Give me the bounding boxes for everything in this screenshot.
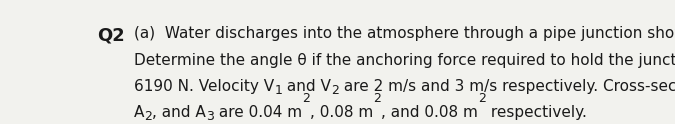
Text: , and A: , and A: [153, 105, 206, 120]
Text: are 2 m/s and 3 m/s respectively. Cross-sectional area A: are 2 m/s and 3 m/s respectively. Cross-…: [339, 79, 675, 94]
Text: 2: 2: [302, 92, 310, 105]
Text: 2: 2: [144, 110, 153, 123]
Text: and V: and V: [282, 79, 331, 94]
Text: (a)  Water discharges into the atmosphere through a pipe junction shown in: (a) Water discharges into the atmosphere…: [134, 26, 675, 41]
Text: Determine the angle θ if the anchoring force required to hold the junction in pl: Determine the angle θ if the anchoring f…: [134, 53, 675, 68]
Text: are 0.04 m: are 0.04 m: [214, 105, 302, 120]
Text: Q2: Q2: [97, 26, 125, 44]
Text: , and 0.08 m: , and 0.08 m: [381, 105, 478, 120]
Text: 1: 1: [274, 84, 282, 97]
Text: A: A: [134, 105, 144, 120]
Text: 3: 3: [206, 110, 214, 123]
Text: 2: 2: [373, 92, 381, 105]
Text: 6190 N. Velocity V: 6190 N. Velocity V: [134, 79, 274, 94]
Text: , 0.08 m: , 0.08 m: [310, 105, 373, 120]
Text: respectively.: respectively.: [486, 105, 587, 120]
Text: 2: 2: [331, 84, 339, 97]
Text: 2: 2: [478, 92, 486, 105]
